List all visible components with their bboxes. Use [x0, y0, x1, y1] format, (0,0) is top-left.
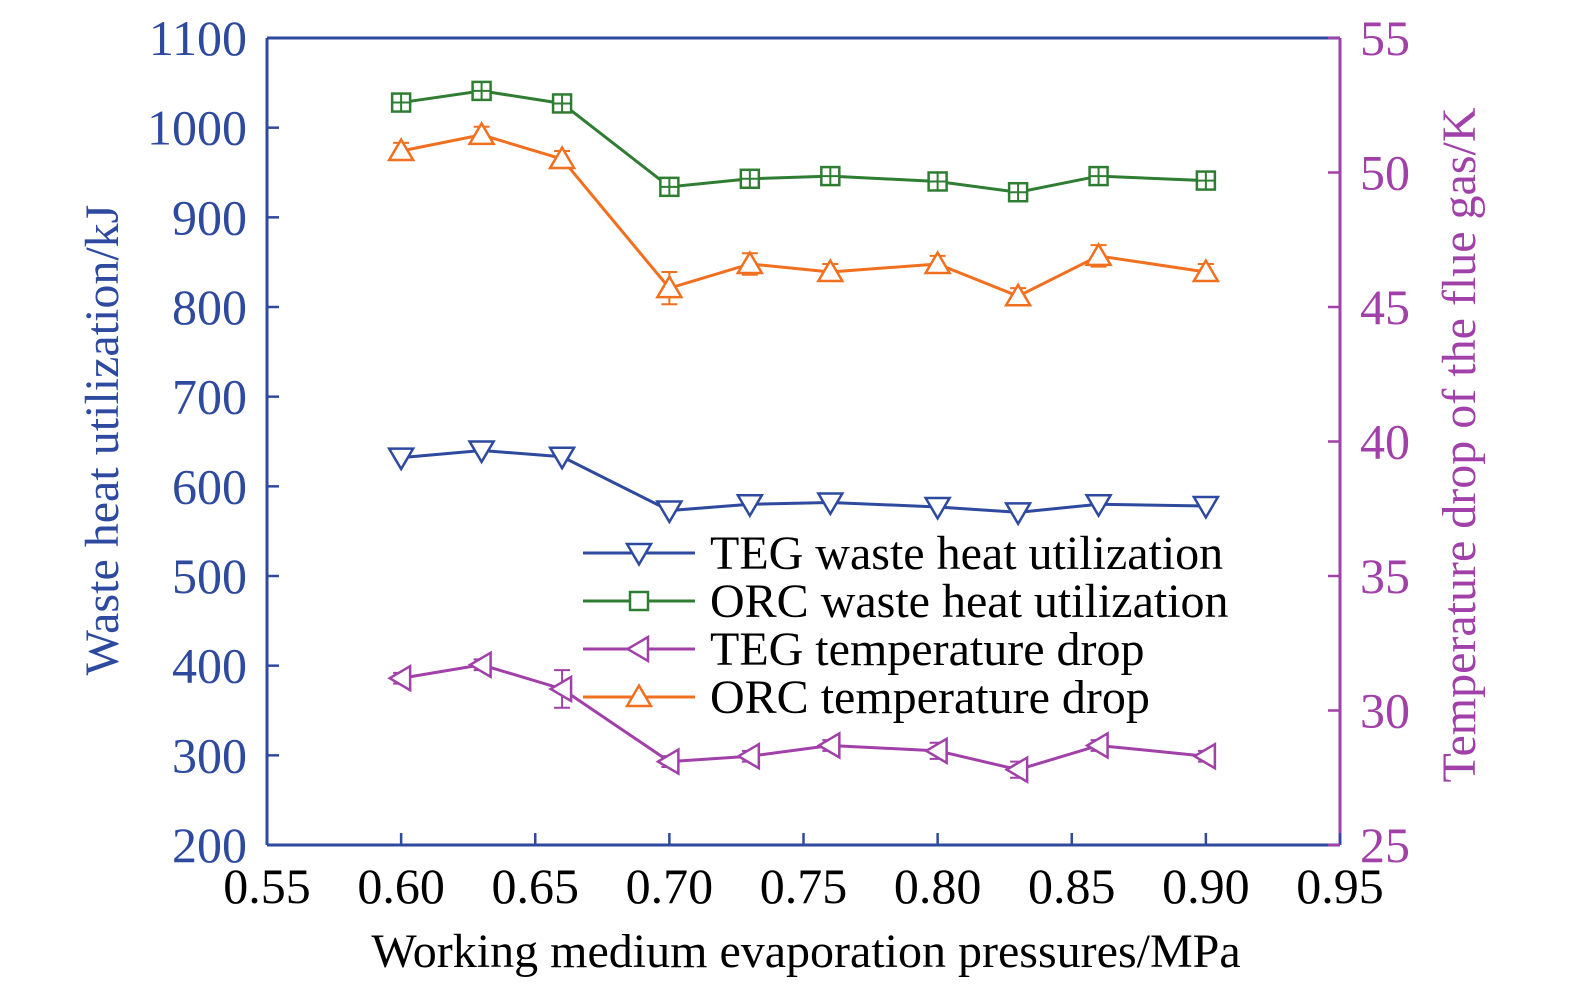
data-point	[1004, 755, 1029, 784]
data-point	[467, 650, 492, 679]
data-point	[467, 440, 496, 465]
data-point	[390, 92, 412, 113]
y-axis-left-title: Waste heat utilization/kJ	[76, 205, 129, 676]
y-axis-right-title: Temperature drop of the flue gas/K	[1433, 107, 1486, 782]
data-point	[386, 447, 416, 472]
x-tick-label: 0.70	[626, 858, 714, 914]
y-left-tick-label: 600	[172, 458, 247, 514]
y-right-tick-label: 40	[1360, 414, 1410, 470]
series-layer	[386, 80, 1221, 784]
data-point	[467, 120, 496, 146]
data-point	[1191, 495, 1221, 520]
x-tick-label: 0.90	[1162, 858, 1250, 914]
data-point	[655, 747, 680, 776]
y-left-tick-label: 700	[172, 369, 247, 425]
legend-item: ORC waste heat utilization	[583, 575, 1229, 628]
y-right-tick-label: 25	[1360, 817, 1410, 873]
legend-item: ORC temperature drop	[583, 671, 1150, 724]
data-point	[735, 250, 765, 275]
data-point	[547, 446, 577, 471]
data-point	[1084, 731, 1109, 760]
data-point	[655, 274, 684, 299]
data-point	[923, 736, 948, 766]
data-point	[735, 742, 761, 771]
data-point	[471, 80, 492, 102]
legend-marker	[625, 634, 650, 664]
legend-item: TEG temperature drop	[583, 623, 1144, 676]
y-right-tick-label: 45	[1360, 279, 1410, 335]
data-point	[1191, 258, 1221, 283]
data-point	[548, 674, 573, 704]
legend-label: ORC waste heat utilization	[710, 575, 1229, 628]
legend-label: TEG waste heat utilization	[710, 527, 1223, 580]
x-tick-label: 0.85	[1028, 858, 1116, 914]
legend-marker	[624, 683, 654, 708]
y-right-tick-label: 55	[1360, 10, 1410, 66]
y-left-tick-label: 500	[172, 548, 247, 604]
y-left-tick-label: 900	[172, 189, 247, 245]
y-left-tick-label: 1000	[147, 100, 247, 156]
series-1	[390, 80, 1217, 203]
series-line	[400, 448, 1206, 514]
data-point	[923, 496, 952, 521]
x-tick-label: 0.80	[894, 858, 982, 914]
series-0	[386, 440, 1221, 527]
legend-marker	[624, 542, 654, 567]
data-point	[1084, 242, 1113, 267]
y-left-tick-label: 800	[172, 279, 247, 335]
series-line	[400, 663, 1207, 772]
series-line	[400, 89, 1206, 194]
series-line	[400, 133, 1207, 298]
y-right-tick-label: 30	[1360, 683, 1410, 739]
legend-label: TEG temperature drop	[710, 623, 1144, 676]
data-point	[816, 731, 841, 760]
data-point	[739, 168, 761, 190]
data-point	[1088, 165, 1109, 187]
data-point	[659, 176, 680, 198]
legend-marker	[628, 590, 650, 612]
data-point	[1003, 282, 1033, 307]
data-point	[1084, 494, 1113, 519]
x-tick-label: 0.95	[1296, 858, 1384, 914]
data-point	[386, 137, 416, 162]
x-axis-title: Working medium evaporation pressures/MPa	[371, 925, 1240, 978]
data-point	[816, 492, 845, 517]
series-3	[386, 120, 1221, 307]
y-axis-right: 25 30 35 40 45 50 55	[1328, 10, 1410, 873]
y-left-tick-label: 1100	[149, 10, 247, 66]
y-left-tick-label: 400	[172, 638, 247, 694]
data-point	[1003, 502, 1033, 527]
y-axis-left: 200 300 400 500 600 700 800 900 1000 1100	[147, 10, 279, 873]
x-axis: 0.55 0.60 0.65 0.70 0.75 0.80 0.85 0.90 0.95	[223, 833, 1384, 914]
data-point	[735, 494, 765, 519]
legend-item: TEG waste heat utilization	[583, 527, 1223, 580]
data-point	[1192, 742, 1217, 771]
x-tick-label: 0.65	[492, 858, 580, 914]
y-left-tick-label: 300	[172, 727, 247, 783]
data-point	[1195, 170, 1217, 191]
x-tick-label: 0.55	[223, 858, 311, 914]
data-point	[923, 250, 952, 275]
y-right-tick-label: 50	[1360, 145, 1410, 201]
y-left-tick-label: 200	[172, 817, 247, 873]
data-point	[816, 258, 845, 283]
data-point	[927, 171, 948, 192]
legend-label: ORC temperature drop	[710, 671, 1150, 724]
x-tick-label: 0.75	[760, 858, 848, 914]
data-point	[655, 500, 684, 525]
data-point	[551, 93, 573, 114]
data-point	[387, 664, 412, 693]
series-2	[387, 650, 1217, 784]
data-point	[547, 145, 577, 170]
x-tick-label: 0.60	[357, 858, 445, 914]
data-point	[1007, 181, 1029, 203]
y-right-tick-label: 35	[1360, 548, 1410, 604]
data-point	[820, 165, 841, 187]
